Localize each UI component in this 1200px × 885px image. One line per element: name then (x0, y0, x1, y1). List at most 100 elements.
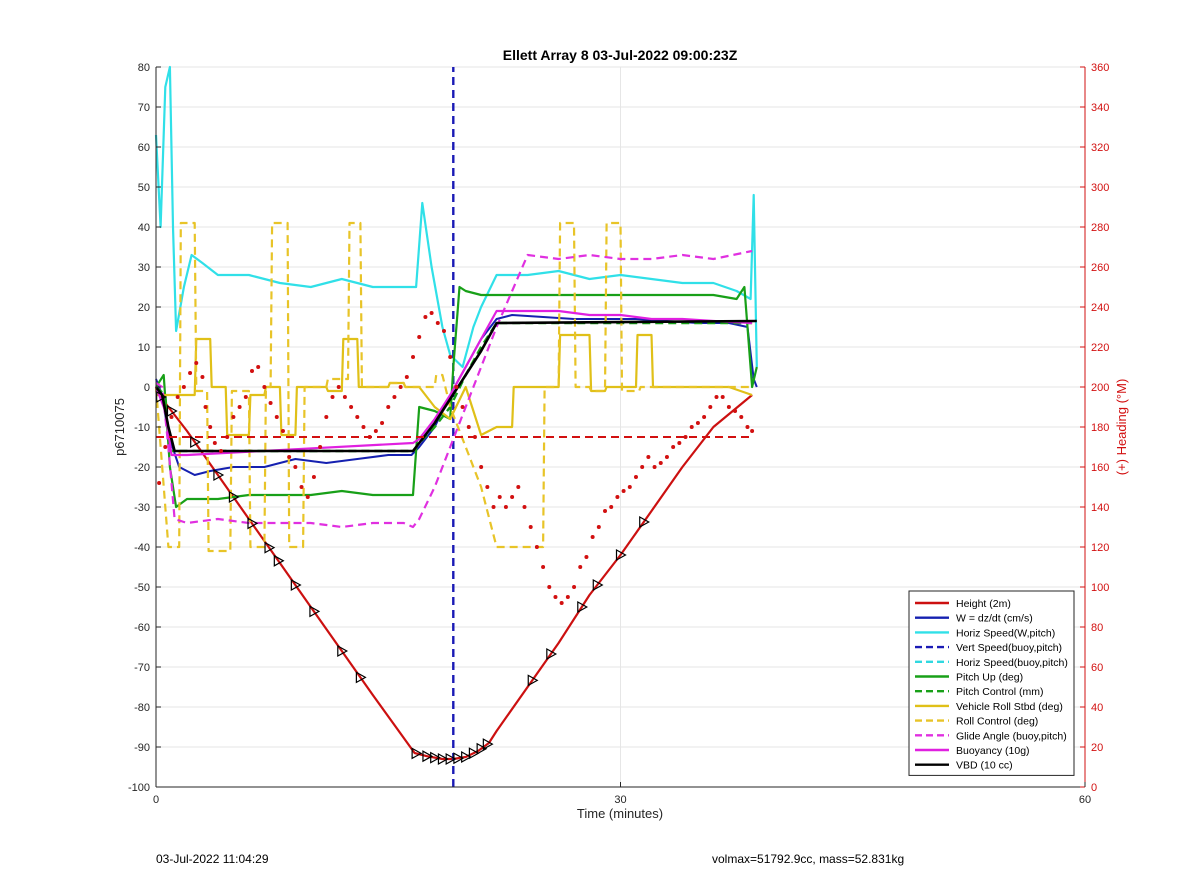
heading-point (609, 505, 614, 509)
y2-tick-label: 280 (1091, 222, 1109, 234)
heading-point (435, 321, 440, 325)
height-marker (461, 750, 472, 764)
y2-tick-label: 320 (1091, 142, 1109, 154)
height-marker (430, 751, 441, 764)
heading-point (652, 465, 657, 469)
heading-point (491, 505, 496, 509)
height-marker (273, 554, 285, 567)
height-marker (247, 517, 259, 530)
height-marker (213, 468, 225, 482)
heading-point (355, 415, 360, 419)
heading-point (243, 395, 248, 399)
heading-point (640, 465, 645, 469)
heading-point (553, 595, 558, 599)
heading-point (726, 405, 731, 409)
heading-point (231, 415, 236, 419)
x-tick-label: 60 (1079, 794, 1091, 806)
legend-label: VBD (10 cc) (956, 760, 1013, 772)
y-tick-label: -50 (134, 582, 150, 594)
heading-point (287, 455, 292, 459)
y2-tick-label: 40 (1091, 702, 1103, 714)
y-tick-label: 40 (138, 222, 150, 234)
y-tick-label: -60 (134, 622, 150, 634)
heading-point (677, 441, 682, 445)
heading-point (441, 329, 446, 333)
heading-point (349, 405, 354, 409)
heading-point (510, 495, 515, 499)
heading-point (590, 535, 595, 539)
heading-point (708, 405, 713, 409)
axes: 80706050403020100-10-20-30-40-50-60-70-8… (128, 62, 1109, 806)
y2-tick-label: 80 (1091, 622, 1103, 634)
legend-label: Pitch Up (deg) (956, 672, 1023, 684)
heading-point (404, 375, 409, 379)
y-tick-label: 80 (138, 62, 150, 74)
heading-point (503, 505, 508, 509)
heading-point (739, 415, 744, 419)
heading-point (163, 445, 168, 449)
heading-point (485, 485, 490, 489)
y2-tick-label: 140 (1091, 502, 1109, 514)
heading-point (466, 425, 471, 429)
y2-tick-label: 240 (1091, 302, 1109, 314)
heading-point (157, 481, 162, 485)
heading-point (212, 441, 217, 445)
legend-label: Vehicle Roll Stbd (deg) (956, 701, 1063, 713)
legend-label: Buoyancy (10g) (956, 745, 1030, 757)
heading-point (203, 405, 208, 409)
y-tick-label: -100 (128, 782, 150, 794)
heading-point (528, 525, 533, 529)
y2-tick-label: 300 (1091, 182, 1109, 194)
heading-point (646, 455, 651, 459)
y2-tick-label: 60 (1091, 662, 1103, 674)
y-tick-label: 30 (138, 262, 150, 274)
heading-point (169, 415, 174, 419)
height-marker (190, 435, 201, 449)
heading-point (330, 395, 335, 399)
legend-label: Pitch Control (mm) (956, 686, 1044, 698)
heading-point (733, 409, 738, 413)
y2-tick-label: 20 (1091, 742, 1103, 754)
chart-title: Ellett Array 8 03-Jul-2022 09:00:23Z (503, 47, 738, 63)
heading-point (448, 355, 453, 359)
heading-point (689, 425, 694, 429)
y2-tick-label: 360 (1091, 62, 1109, 74)
heading-point (268, 401, 273, 405)
legend-label: Horiz Speed(W,pitch) (956, 627, 1055, 639)
heading-point (578, 565, 583, 569)
y2-tick-label: 340 (1091, 102, 1109, 114)
heading-point (237, 405, 242, 409)
legend-box (908, 590, 1075, 776)
heading-point (423, 315, 428, 319)
x-axis-label: Time (minutes) (577, 806, 663, 821)
heading-point (534, 545, 539, 549)
legend: Height (2m) W = dz/dt (cm/s) Horiz Speed(W… (908, 590, 1075, 776)
heading-point (194, 361, 199, 365)
y2-tick-label: 200 (1091, 382, 1109, 394)
legend-label: Horiz Speed(buoy,pitch) (956, 657, 1068, 669)
heading-point (695, 421, 700, 425)
heading-point (181, 385, 186, 389)
heading-point (299, 485, 304, 489)
heading-point (584, 555, 589, 559)
series-line (155, 249, 753, 529)
legend-label: Height (2m) (956, 598, 1011, 610)
heading-point (274, 415, 279, 419)
heading-point (664, 455, 669, 459)
legend-label: Glide Angle (buoy,pitch) (956, 730, 1067, 742)
height-marker (476, 742, 488, 755)
heading-point (603, 509, 608, 513)
heading-point (342, 395, 347, 399)
series-line (154, 221, 753, 553)
heading-point (188, 371, 193, 375)
legend-label: Vert Speed(buoy,pitch) (956, 642, 1062, 654)
y-tick-label: -30 (134, 502, 150, 514)
series-layer (154, 65, 758, 787)
y2-tick-label: 120 (1091, 542, 1109, 554)
height-marker (309, 605, 321, 618)
heading-point (380, 421, 385, 425)
y2-tick-label: 260 (1091, 262, 1109, 274)
heading-point (479, 465, 484, 469)
heading-point (720, 395, 725, 399)
